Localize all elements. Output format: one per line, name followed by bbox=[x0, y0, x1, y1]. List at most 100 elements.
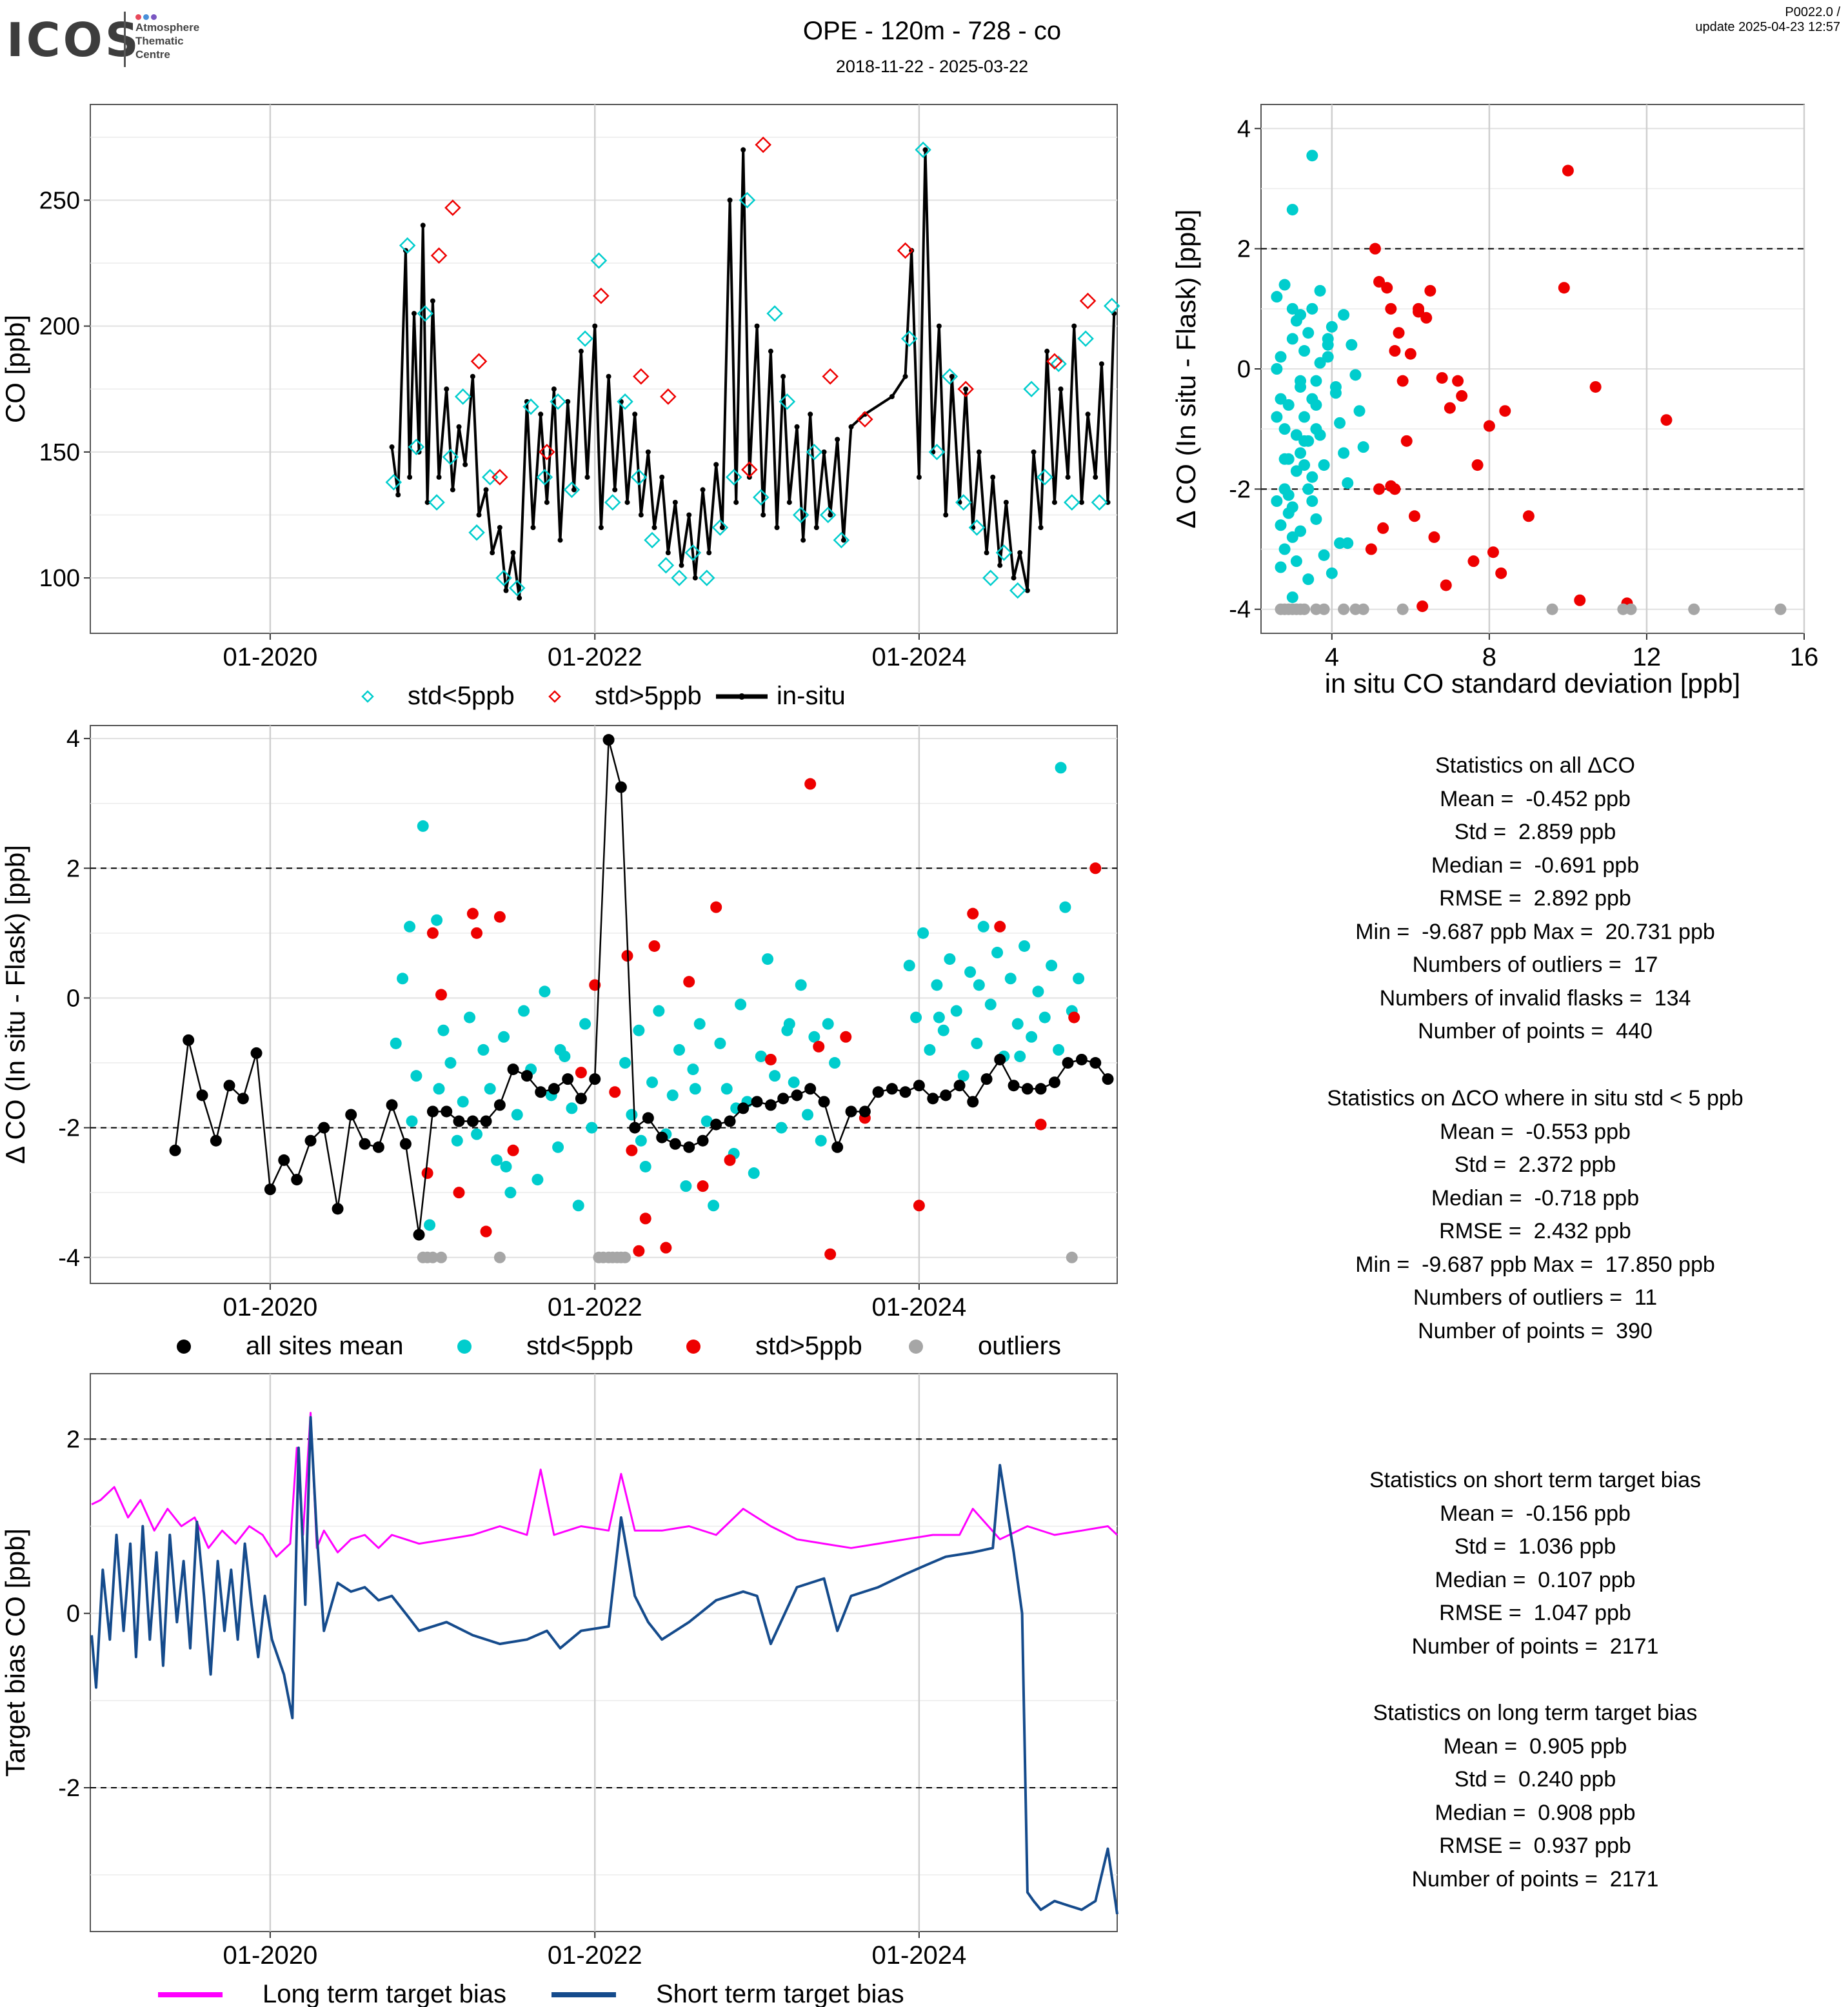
x-tick-label: 01-2020 bbox=[223, 1941, 317, 1970]
mean-point bbox=[1008, 1080, 1020, 1092]
stats-line: Median = -0.691 ppb bbox=[1431, 853, 1640, 878]
insitu-point bbox=[1038, 525, 1044, 530]
insitu-point bbox=[1031, 449, 1037, 455]
std-lt5-point bbox=[1298, 345, 1311, 357]
mean-point bbox=[656, 1131, 668, 1143]
std-lt5-point bbox=[1014, 1050, 1026, 1062]
x-tick-label: 01-2020 bbox=[223, 643, 317, 671]
std-gt5-point bbox=[710, 901, 722, 913]
mean-point bbox=[304, 1134, 317, 1147]
y-axis-label: Target bias CO [ppb] bbox=[0, 1528, 30, 1777]
insitu-point bbox=[828, 512, 833, 518]
std-lt5-point bbox=[397, 973, 409, 985]
std-lt5-point bbox=[406, 1115, 418, 1127]
insitu-point bbox=[800, 537, 806, 543]
std-lt5-point bbox=[500, 1160, 512, 1172]
std-lt5-marker bbox=[1023, 381, 1040, 398]
legend-label: Short term target bias bbox=[656, 1980, 904, 2007]
mean-point bbox=[872, 1086, 884, 1098]
insitu-point bbox=[936, 323, 942, 329]
mean-point bbox=[953, 1080, 966, 1092]
std-lt5-point bbox=[1298, 435, 1311, 447]
legend-key-diamond bbox=[548, 690, 561, 703]
std-lt5-point bbox=[769, 1070, 781, 1082]
std-lt5-point bbox=[491, 1154, 503, 1166]
legend-key-dot bbox=[909, 1340, 923, 1354]
legend-key-dot bbox=[457, 1340, 472, 1354]
std-lt5-point bbox=[1326, 321, 1338, 333]
insitu-point bbox=[679, 562, 684, 568]
std-gt5-point bbox=[697, 1180, 709, 1192]
std-lt5-marker bbox=[982, 569, 999, 586]
insitu-point bbox=[1058, 386, 1064, 392]
logo-dot-1 bbox=[135, 14, 141, 20]
plot-panel bbox=[90, 1373, 1118, 1932]
mean-point bbox=[724, 1115, 736, 1127]
y-tick-label: 2 bbox=[1237, 236, 1251, 263]
insitu-point bbox=[700, 487, 706, 493]
legend-label: Long term target bias bbox=[263, 1980, 506, 2007]
mean-point bbox=[1062, 1057, 1074, 1069]
std-lt5-point bbox=[444, 1057, 457, 1069]
std-lt5-point bbox=[931, 979, 943, 991]
std-gt5-point bbox=[1377, 522, 1389, 534]
y-tick-label: -2 bbox=[58, 1115, 80, 1142]
std-gt5-point bbox=[426, 927, 439, 939]
mean-point bbox=[913, 1080, 925, 1092]
mean-point bbox=[278, 1154, 290, 1166]
insitu-point bbox=[1085, 411, 1091, 417]
std-lt5-point bbox=[1055, 762, 1067, 774]
std-lt5-point bbox=[431, 914, 443, 926]
insitu-point bbox=[713, 462, 719, 468]
std-lt5-point bbox=[991, 947, 1004, 959]
std-lt5-point bbox=[700, 1115, 713, 1127]
std-lt5-marker bbox=[711, 519, 729, 536]
y-axis-label: Δ CO (In situ - Flask) [ppb] bbox=[0, 845, 30, 1164]
std-lt5-point bbox=[964, 966, 977, 978]
insitu-point bbox=[1017, 550, 1023, 556]
mean-point bbox=[791, 1089, 803, 1102]
std-lt5-point bbox=[815, 1134, 827, 1147]
std-lt5-point bbox=[539, 985, 551, 998]
std-lt5-point bbox=[572, 1200, 584, 1212]
std-lt5-marker bbox=[442, 448, 459, 466]
insitu-point bbox=[571, 487, 577, 493]
legend-label: std>5ppb bbox=[755, 1332, 862, 1360]
std-lt5-point bbox=[1329, 381, 1342, 393]
stats-short-term-bias: Statistics on short term target bias Mea… bbox=[1213, 1464, 1848, 1663]
std-lt5-marker bbox=[522, 398, 539, 415]
std-gt5-point bbox=[840, 1031, 852, 1043]
std-lt5-point bbox=[1346, 339, 1358, 351]
std-gt5-point bbox=[764, 1053, 777, 1065]
stats-line: Std = 1.036 ppb bbox=[1454, 1534, 1616, 1559]
std-lt5-point bbox=[1278, 483, 1291, 495]
std-lt5-marker bbox=[385, 473, 402, 491]
std-gt5-point bbox=[1373, 275, 1386, 288]
mean-point bbox=[1035, 1083, 1047, 1095]
std-lt5-marker bbox=[657, 557, 675, 574]
outlier-point bbox=[1338, 603, 1350, 615]
insitu-point bbox=[794, 424, 800, 430]
std-lt5-point bbox=[1302, 483, 1315, 495]
insitu-point bbox=[1065, 474, 1071, 480]
std-lt5-point bbox=[903, 960, 915, 972]
insitu-point bbox=[395, 492, 401, 498]
std-lt5-point bbox=[1326, 567, 1338, 579]
mean-point bbox=[629, 1122, 641, 1134]
outlier-point bbox=[1774, 603, 1787, 615]
std-lt5-point bbox=[937, 1024, 949, 1036]
std-gt5-marker bbox=[741, 461, 758, 478]
stats-line: RMSE = 2.432 ppb bbox=[1439, 1219, 1631, 1243]
insitu-point bbox=[984, 550, 989, 556]
stats-delta-std-lt5: Statistics on ΔCO where in situ std < 5 … bbox=[1213, 1082, 1848, 1348]
std-lt5-point bbox=[1295, 375, 1307, 387]
logo-dot-2 bbox=[143, 14, 149, 20]
std-gt5-point bbox=[1373, 483, 1386, 495]
std-lt5-point bbox=[554, 1043, 566, 1056]
insitu-point bbox=[510, 550, 516, 556]
insitu-point bbox=[424, 499, 430, 505]
icos-logo: ICOS Atmosphere Thematic Centre bbox=[6, 9, 219, 67]
legend-label: in-situ bbox=[777, 682, 846, 710]
mean-point bbox=[399, 1138, 412, 1150]
std-lt5-point bbox=[1310, 513, 1322, 525]
